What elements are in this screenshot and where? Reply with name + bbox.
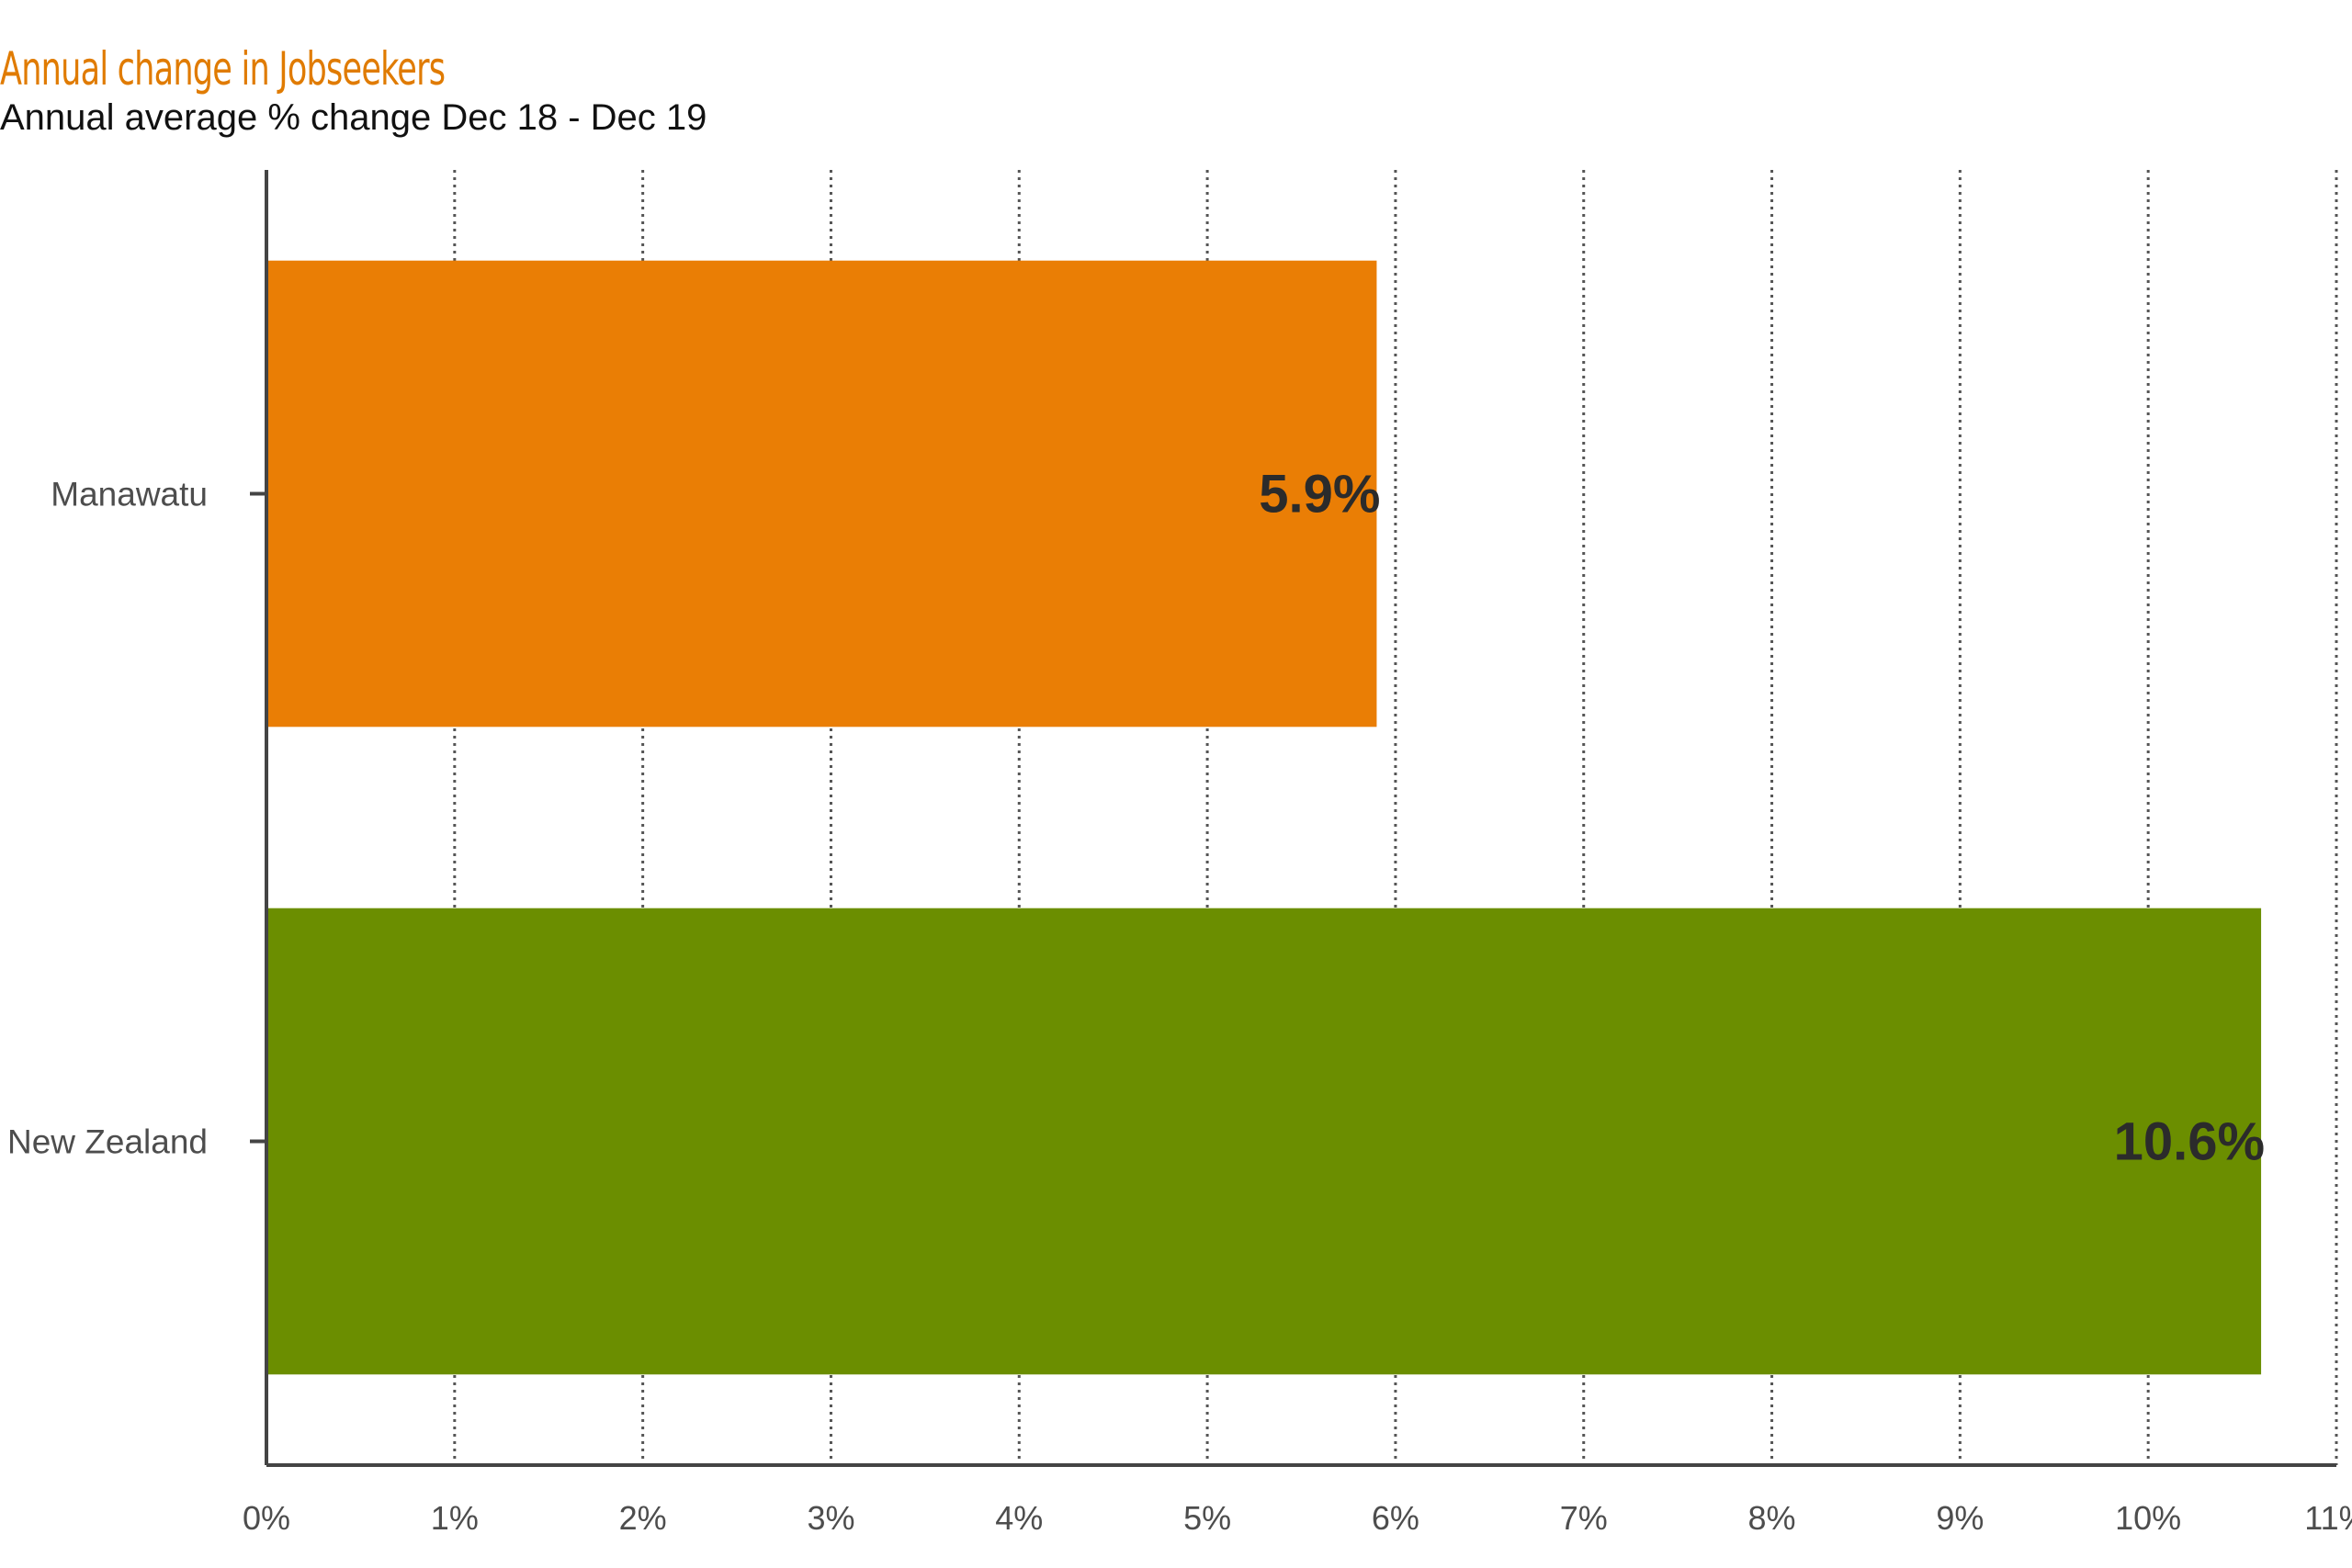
axes (250, 170, 2336, 1467)
x-tick-label: 1% (431, 1499, 479, 1537)
x-tick-label: 8% (1748, 1499, 1796, 1537)
x-tick-label: 0% (243, 1499, 290, 1537)
chart-subtitle: Annual average % change Dec 18 - Dec 19 (0, 97, 707, 138)
category-label: New Zealand (7, 1123, 208, 1161)
x-tick-label: 2% (619, 1499, 667, 1537)
data-label: 10.6% (2114, 1112, 2265, 1172)
bar-manawatu (266, 260, 1377, 728)
x-tick-label: 11% (2304, 1499, 2352, 1537)
x-tick-label: 6% (1372, 1499, 1419, 1537)
x-tick-label: 9% (1936, 1499, 1984, 1537)
x-tick-label: 7% (1560, 1499, 1608, 1537)
labels: 0% 1% 2% 3% 4% 5% 6% 7% 8% 9% 10% 11% Manawatu 5.9% Ne… (7, 465, 2352, 1538)
x-tick-label: 4% (995, 1499, 1043, 1537)
bars (266, 260, 2262, 1375)
chart-title: Annual change in Jobseekers (0, 42, 446, 96)
bar-new-zealand (266, 908, 2262, 1375)
x-tick-label: 3% (807, 1499, 854, 1537)
category-label: Manawatu (51, 476, 208, 513)
data-label: 5.9% (1259, 465, 1380, 525)
x-tick-label: 5% (1183, 1499, 1231, 1537)
x-tick-label: 10% (2115, 1499, 2181, 1537)
